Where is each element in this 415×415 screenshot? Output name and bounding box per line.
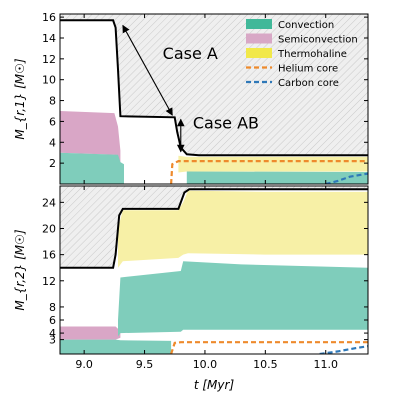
bottom-y-axis-label: M_{r,2} [M☉] — [13, 229, 27, 311]
y-tick-label: 16 — [42, 11, 56, 24]
total-mass-line — [60, 188, 368, 269]
total-mass-line — [60, 19, 368, 157]
x-tick-label: 9.5 — [136, 358, 154, 371]
convective-core-region — [60, 339, 172, 354]
carbon-core-line — [319, 345, 368, 354]
legend-label: Convection — [278, 20, 334, 31]
x-tick-label: 10.0 — [193, 358, 218, 371]
x-tick-label: 10.5 — [253, 358, 278, 371]
legend-swatch — [246, 33, 272, 44]
thermohaline-region — [178, 155, 368, 173]
helium-core-line — [170, 160, 368, 184]
top-plot-area — [60, 14, 368, 184]
y-tick-label: 12 — [42, 275, 56, 288]
legend-label: Carbon core — [278, 78, 339, 89]
y-tick-label: 16 — [42, 249, 56, 262]
y-tick-label: 8 — [49, 95, 56, 108]
y-tick-label: 8 — [49, 301, 56, 314]
top-axes-frame — [59, 13, 369, 185]
carbon-core-line — [325, 172, 368, 184]
legend-label: Semiconvection — [278, 35, 358, 46]
x-axis-label: t [Myr] — [194, 378, 235, 392]
case-label: Case AB — [193, 114, 259, 133]
legend: Convection Semiconvection Thermohaline Heli… — [246, 19, 358, 89]
bottom-x-ticks: 9.0 9.5 10.0 10.5 11.0 — [75, 358, 338, 371]
y-tick-label: 6 — [49, 314, 56, 327]
y-tick-label: 14 — [42, 32, 56, 45]
legend-swatch — [246, 19, 272, 29]
top-panel: 2 4 6 8 10 12 14 16 M_{r,1} [M☉] Convection Semi… — [13, 11, 369, 185]
y-tick-label: 10 — [42, 74, 56, 87]
convection-region-late — [186, 171, 368, 184]
x-tick-label: 9.0 — [75, 358, 93, 371]
top-y-ticks: 2 4 6 8 10 12 14 16 — [42, 11, 368, 184]
convection-region — [60, 152, 124, 184]
convection-region — [118, 261, 368, 337]
stellar-interior — [60, 20, 368, 184]
bottom-axes-frame — [59, 185, 369, 355]
bottom-plot-area — [60, 186, 368, 354]
y-tick-label: 3 — [49, 334, 56, 347]
semiconvection-region — [60, 326, 121, 340]
semiconvection-region — [60, 111, 121, 165]
y-tick-label: 4 — [49, 327, 56, 340]
y-tick-label: 20 — [42, 222, 56, 235]
legend-label: Helium core — [278, 64, 338, 75]
case-label: Case A — [163, 44, 218, 63]
legend-label: Thermohaline — [277, 49, 347, 60]
case-arrow — [122, 24, 173, 116]
y-tick-label: 12 — [42, 53, 56, 66]
x-tick-label: 11.0 — [313, 358, 338, 371]
y-tick-label: 2 — [49, 157, 56, 170]
top-y-axis-label: M_{r,1} [M☉] — [13, 58, 27, 140]
legend-swatch — [246, 48, 272, 58]
y-tick-label: 6 — [49, 115, 56, 128]
y-tick-label: 24 — [42, 196, 56, 209]
thermohaline-region — [118, 190, 368, 268]
annotations: Case A Case AB — [122, 24, 259, 153]
y-tick-label: 4 — [49, 136, 56, 149]
